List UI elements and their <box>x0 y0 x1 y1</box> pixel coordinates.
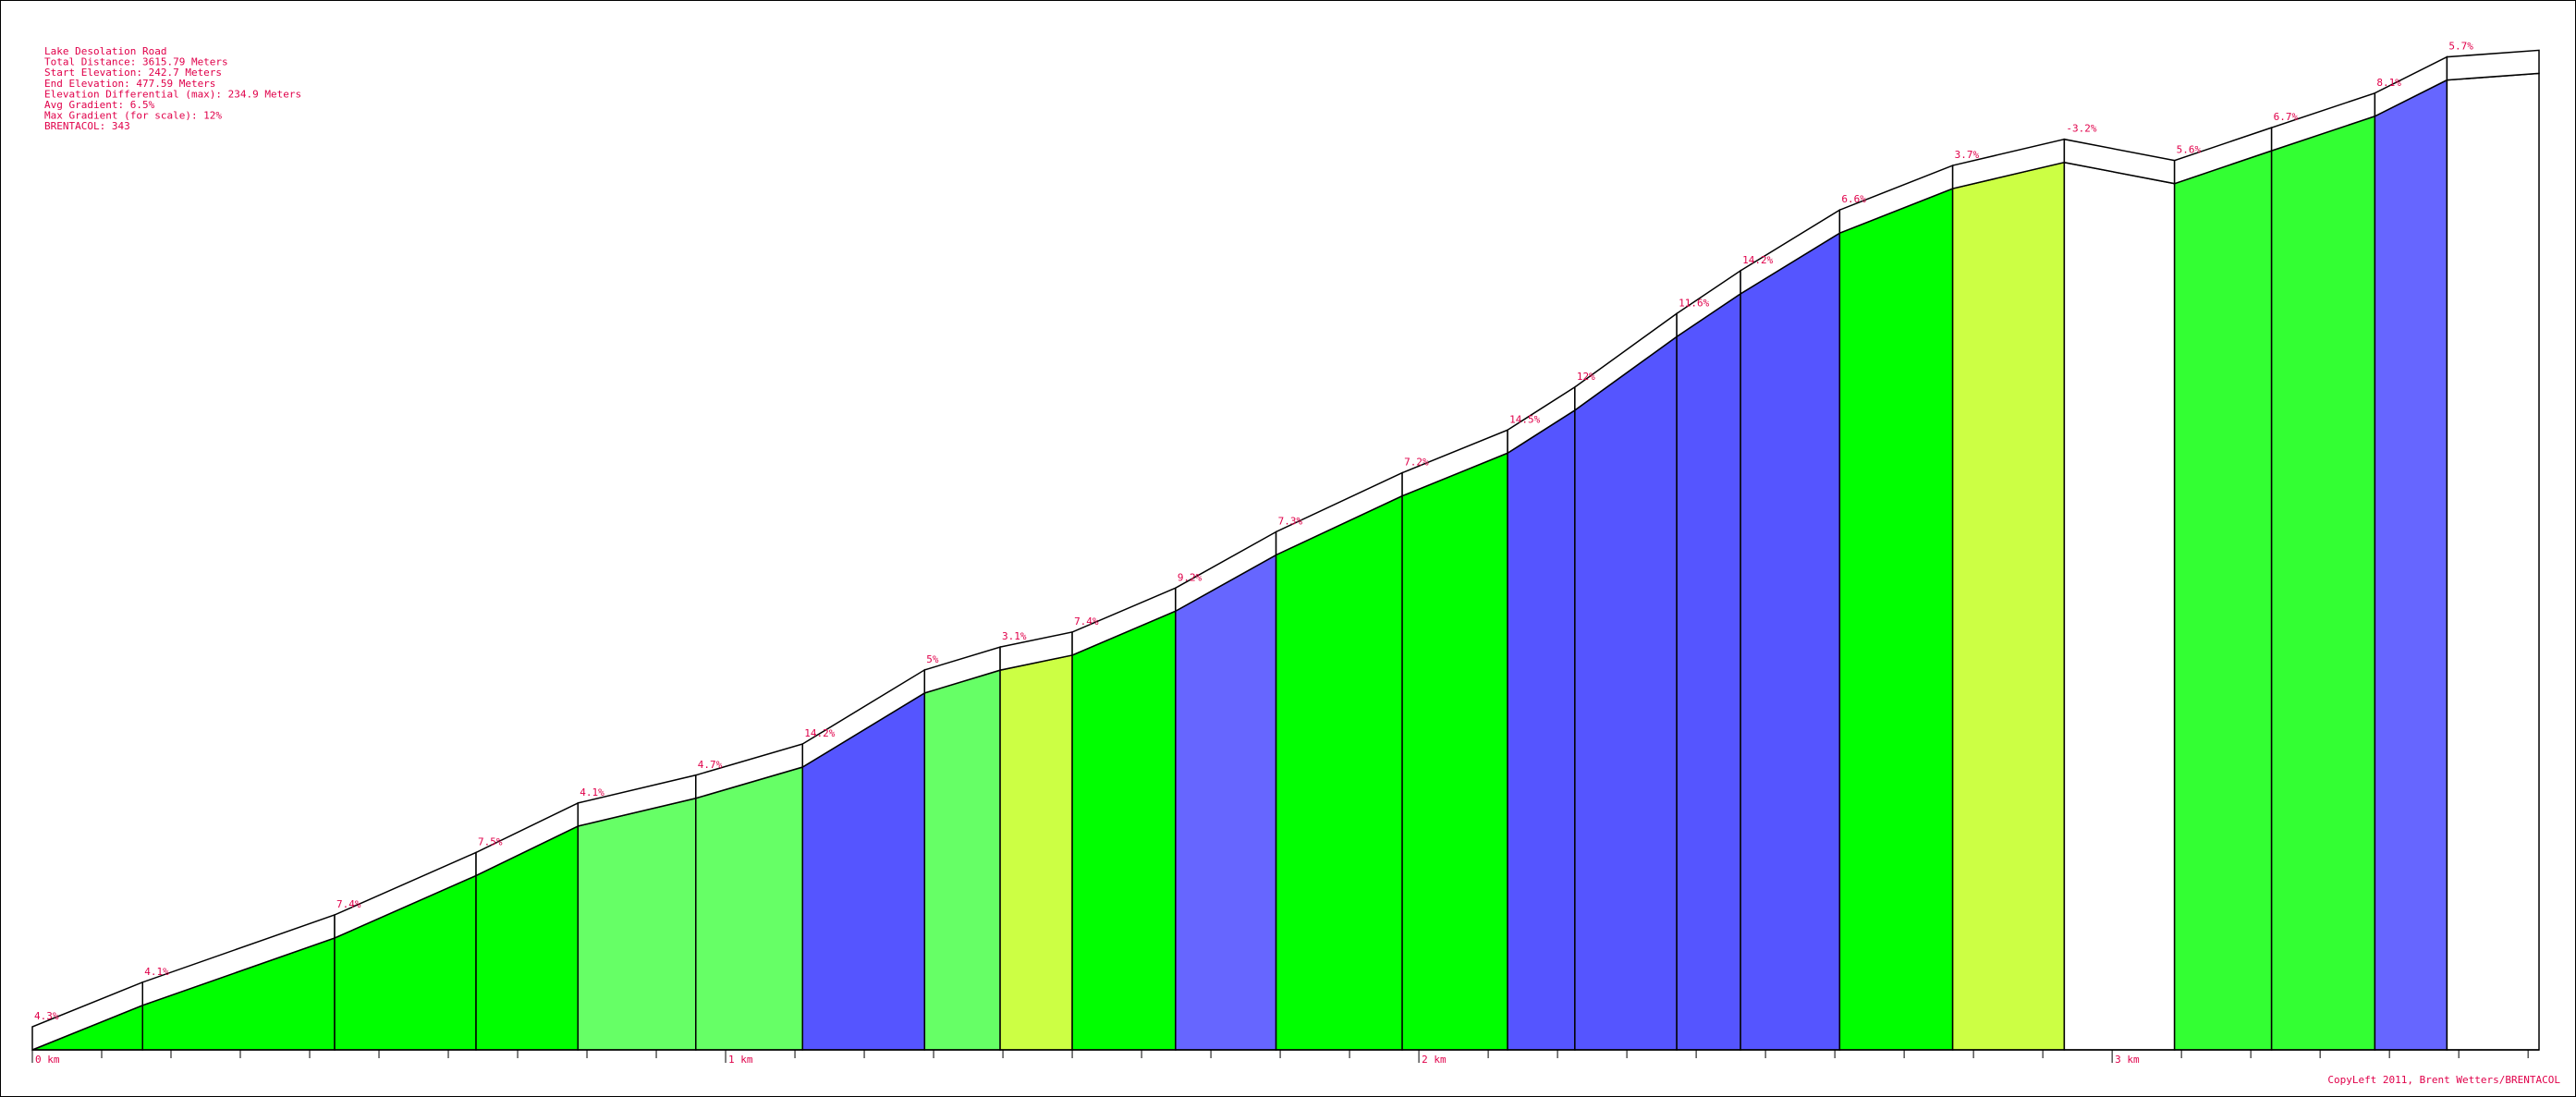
x-tick-label: 3 km <box>2115 1054 2140 1066</box>
x-tick-label: 1 km <box>728 1054 753 1066</box>
segment <box>2446 72 2540 1051</box>
gradient-label: 14.2% <box>1742 254 1773 266</box>
info-line: Avg Gradient: 6.5% <box>44 99 155 111</box>
gradient-label: 3.7% <box>1955 149 1980 161</box>
segment <box>999 654 1073 1051</box>
footer: CopyLeft 2011, Brent Wetters/BRENTACOL <box>2327 1074 2560 1086</box>
segment <box>1071 610 1177 1051</box>
gradient-label: 7.4% <box>336 898 361 910</box>
gradient-label: 6.6% <box>1841 193 1866 205</box>
info-line: Total Distance: 3615.79 Meters <box>44 56 228 68</box>
gradient-label: 3.1% <box>1002 630 1027 642</box>
gradient-label: 7.4% <box>1074 616 1099 628</box>
gradient-label: 5.6% <box>2177 144 2202 156</box>
segment <box>2063 161 2176 1051</box>
gradient-label: 6.7% <box>2274 111 2299 123</box>
segment <box>1507 408 1576 1051</box>
gradient-label: 4.1% <box>144 966 169 978</box>
segment <box>695 766 804 1051</box>
gradient-label: 7.3% <box>1278 516 1303 528</box>
segment <box>577 797 697 1051</box>
segment <box>1175 554 1277 1051</box>
gradient-label: 7.2% <box>1404 457 1429 469</box>
info-line: End Elevation: 477.59 Meters <box>44 78 215 90</box>
gradient-label: 8.1% <box>2376 77 2401 89</box>
gradient-label: 4.1% <box>580 786 604 798</box>
road-band <box>2446 49 2540 81</box>
x-tick-label: 2 km <box>1422 1054 1447 1066</box>
segment <box>1838 187 1954 1051</box>
info-line: Start Elevation: 242.7 Meters <box>44 67 222 79</box>
segment <box>1740 231 1841 1051</box>
gradient-label: 4.7% <box>698 759 723 771</box>
segment <box>1574 335 1678 1051</box>
x-tick-label: 0 km <box>35 1054 60 1066</box>
gradient-label: 4.3% <box>34 1010 59 1022</box>
segment <box>2374 79 2448 1051</box>
info-line: Max Gradient (for scale): 12% <box>44 110 222 122</box>
segment <box>2270 115 2376 1051</box>
gradient-label: 7.5% <box>478 835 503 847</box>
segment <box>1951 161 2066 1051</box>
gradient-label: 5% <box>926 653 939 665</box>
gradient-label: -3.2% <box>2066 123 2096 135</box>
gradient-label: 11.6% <box>1679 297 1709 309</box>
segment <box>1401 452 1508 1051</box>
gradient-label: 9.2% <box>1178 571 1203 583</box>
segment <box>1275 494 1403 1051</box>
gradient-label: 12% <box>1577 371 1595 383</box>
info-line: Lake Desolation Road <box>44 45 166 57</box>
segment <box>1676 292 1741 1051</box>
gradient-label: 5.7% <box>2448 41 2473 53</box>
segment <box>923 669 1001 1051</box>
segment <box>2173 150 2273 1051</box>
gradient-label: 14.2% <box>804 727 835 739</box>
gradient-label: 14.5% <box>1509 413 1540 425</box>
info-line: BRENTACOL: 343 <box>44 120 130 132</box>
info-line: Elevation Differential (max): 234.9 Mete… <box>44 88 301 100</box>
